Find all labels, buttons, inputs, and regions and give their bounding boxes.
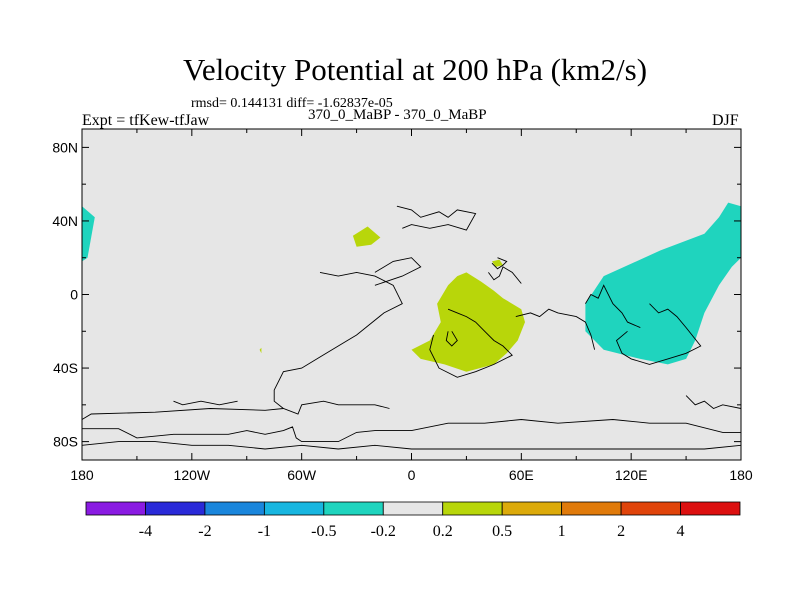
coastline-10	[515, 308, 596, 350]
colorbar-label: 1	[558, 523, 566, 540]
coastlines	[81, 205, 742, 450]
colorbar-swatch-6	[442, 501, 503, 516]
x-tick-label: 180	[729, 467, 753, 483]
colorbar-swatch-9	[620, 501, 681, 516]
colorbar-swatch-3	[263, 501, 325, 516]
y-tick-label: 80N	[52, 139, 78, 155]
colorbar-label: -1	[258, 523, 271, 540]
colorbar-swatch-0	[85, 501, 146, 516]
contour-region-2	[411, 272, 525, 372]
coastline-7	[429, 308, 513, 378]
plot-area	[82, 129, 741, 460]
colorbar-swatch-7	[501, 501, 563, 516]
y-tick-label: 0	[70, 287, 78, 303]
coastline-2	[81, 441, 742, 450]
colorbar-swatch-1	[145, 501, 206, 516]
x-tick-label: 180	[70, 467, 94, 483]
colorbar-label: 4	[677, 523, 685, 540]
stats-line: rmsd= 0.144131 diff= -1.62837e-05	[191, 96, 393, 111]
y-tick-label: 40N	[52, 213, 78, 229]
colorbar-label: -4	[139, 523, 152, 540]
colorbar-label: 0.5	[492, 523, 512, 540]
coastline-12	[615, 303, 702, 365]
y-tick-label: 80S	[53, 434, 78, 450]
axes: 180 120W 60W 0 60E 120E 180 80N 40N 0 40S 80S	[52, 128, 753, 483]
coastline-11	[585, 284, 641, 329]
colorbar-label: 2	[617, 523, 625, 540]
colorbar-swatch-4	[323, 501, 384, 516]
coastline-14	[173, 400, 238, 406]
coastline-8	[445, 331, 458, 347]
colorbar-label: 0.2	[433, 523, 453, 540]
colorbar-label: -0.5	[311, 523, 336, 540]
colorbar-swatch-8	[561, 501, 622, 516]
colorbar-label: -2	[198, 523, 211, 540]
coastline-13	[685, 395, 742, 410]
colorbar: -4 -2 -1 -0.5 -0.2 0.2 0.5 1 2 4	[85, 501, 741, 540]
chart-title: Velocity Potential at 200 hPa (km2/s)	[182, 52, 648, 87]
coastline-1	[82, 419, 741, 443]
coastline-0	[81, 400, 390, 420]
coastline-3	[273, 271, 403, 409]
run-label: 370_0_MaBP - 370_0_MaBP	[308, 107, 487, 123]
x-tick-label: 120W	[174, 467, 211, 483]
x-tick-label: 120E	[615, 467, 648, 483]
x-tick-label: 60E	[509, 467, 534, 483]
colorbar-swatch-2	[204, 501, 265, 516]
x-tick-label: 60W	[287, 467, 317, 483]
contour-region-1	[585, 202, 741, 365]
coastline-4	[374, 257, 422, 286]
colorbar-swatch-5	[382, 501, 444, 516]
y-tick-label: 40S	[53, 360, 78, 376]
contour-region-3	[352, 226, 381, 247]
colorbar-label: -0.2	[371, 523, 396, 540]
colorbar-swatch-10	[680, 501, 741, 516]
coastline-9	[491, 257, 508, 270]
contour-region-5	[259, 347, 262, 354]
x-tick-label: 0	[408, 467, 416, 483]
coastline-5	[396, 205, 477, 231]
contour-region-0	[82, 206, 95, 262]
season-label: DJF	[712, 112, 739, 129]
contour-region-4	[492, 259, 503, 267]
coastline-6	[488, 266, 522, 284]
experiment-label: Expt = tfKew-tfJaw	[82, 112, 210, 129]
